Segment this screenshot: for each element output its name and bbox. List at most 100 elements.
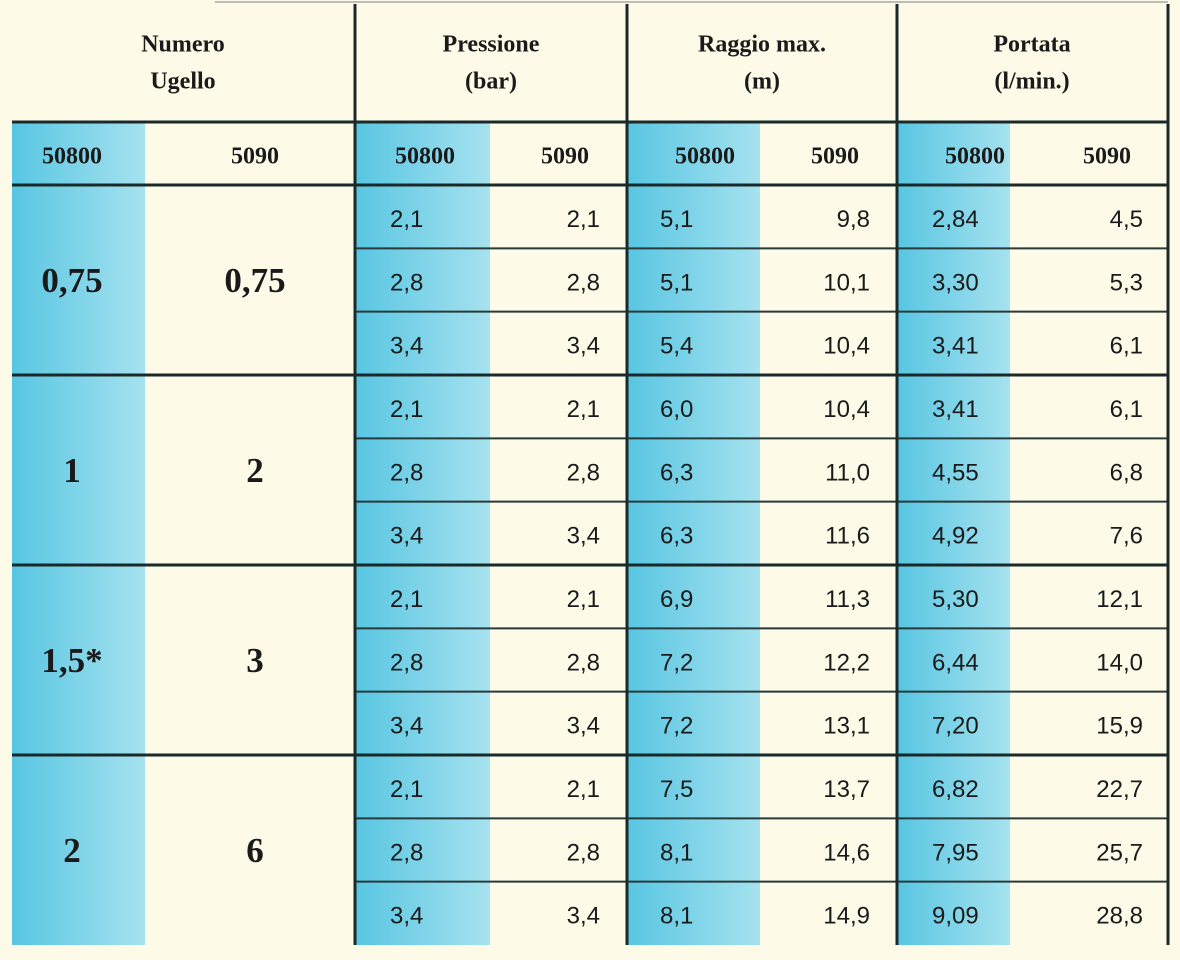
nozzle-label: 3 [246,641,264,680]
cell: 6,1 [1110,333,1143,360]
shaded-column [355,122,490,945]
column-header: 50800 [675,144,735,170]
cell: 2,8 [567,459,600,486]
nozzle-label: 2 [63,831,81,870]
cell: 2,1 [567,586,600,613]
cell: 3,4 [390,523,423,550]
nozzle-label: 0,75 [224,261,285,300]
cell: 3,30 [932,269,979,296]
cell: 2,1 [567,776,600,803]
header-title: Pressione [443,32,540,58]
cell: 13,7 [823,776,870,803]
cell: 25,7 [1096,839,1143,866]
cell: 6,8 [1110,459,1143,486]
cell: 8,1 [660,903,693,930]
cell: 3,4 [567,713,600,740]
cell: 5,4 [660,333,693,360]
header-title: (l/min.) [994,69,1069,95]
header-title: Numero [141,32,225,58]
cell: 9,8 [837,206,870,233]
cell: 5,30 [932,586,979,613]
cell: 6,3 [660,459,693,486]
cell: 2,1 [390,206,423,233]
cell: 2,8 [390,459,423,486]
cell: 10,4 [823,396,870,423]
cell: 3,41 [932,396,979,423]
cell: 6,82 [932,776,979,803]
cell: 6,44 [932,649,979,676]
cell: 2,8 [567,649,600,676]
nozzle-label: 1 [63,451,81,490]
cell: 4,92 [932,523,979,550]
cell: 3,4 [567,333,600,360]
cell: 7,2 [660,713,693,740]
cell: 2,84 [932,206,979,233]
cell: 6,1 [1110,396,1143,423]
nozzle-label: 1,5* [41,641,102,680]
cell: 5,1 [660,206,693,233]
cell: 8,1 [660,839,693,866]
cell: 11,0 [825,459,870,486]
cell: 15,9 [1096,713,1143,740]
cell: 14,6 [823,839,870,866]
cell: 7,95 [932,839,979,866]
cell: 9,09 [932,903,979,930]
column-header: 50800 [395,144,455,170]
cell: 5,1 [660,269,693,296]
header-title: (bar) [465,69,517,95]
shaded-column [627,122,760,945]
cell: 6,3 [660,523,693,550]
cell: 7,5 [660,776,693,803]
column-header: 50800 [945,144,1005,170]
cell: 7,6 [1110,523,1143,550]
header-title: Ugello [150,69,215,95]
column-header: 5090 [811,144,859,170]
cell: 2,1 [390,776,423,803]
nozzle-label: 2 [246,451,264,490]
cell: 6,0 [660,396,693,423]
header-title: Raggio max. [698,32,826,58]
header-title: Portata [993,32,1070,58]
cell: 2,1 [567,206,600,233]
cell: 28,8 [1096,903,1143,930]
cell: 14,9 [823,903,870,930]
cell: 3,4 [567,523,600,550]
cell: 3,4 [390,333,423,360]
column-header: 50800 [42,144,102,170]
column-header: 5090 [231,144,279,170]
cell: 10,1 [823,269,870,296]
cell: 3,4 [390,713,423,740]
cell: 2,1 [567,396,600,423]
column-header: 5090 [541,144,589,170]
shaded-column [12,122,145,945]
cell: 22,7 [1096,776,1143,803]
nozzle-label: 0,75 [41,261,102,300]
cell: 3,41 [932,333,979,360]
cell: 6,9 [660,586,693,613]
cell: 4,5 [1110,206,1143,233]
header-title: (m) [744,69,780,95]
cell: 2,1 [390,396,423,423]
nozzle-label: 6 [246,831,264,870]
cell: 2,8 [390,649,423,676]
cell: 13,1 [823,713,870,740]
cell: 7,2 [660,649,693,676]
column-header: 5090 [1083,144,1131,170]
shaded-column [897,122,1010,945]
cell: 12,2 [823,649,870,676]
cell: 11,3 [825,586,870,613]
cell: 2,8 [390,839,423,866]
cell: 4,55 [932,459,979,486]
cell: 3,4 [390,903,423,930]
cell: 14,0 [1096,649,1143,676]
cell: 2,1 [390,586,423,613]
cell: 12,1 [1096,586,1143,613]
cell: 3,4 [567,903,600,930]
cell: 2,8 [390,269,423,296]
cell: 5,3 [1110,269,1143,296]
cell: 2,8 [567,839,600,866]
cell: 7,20 [932,713,979,740]
cell: 2,8 [567,269,600,296]
cell: 11,6 [825,523,870,550]
